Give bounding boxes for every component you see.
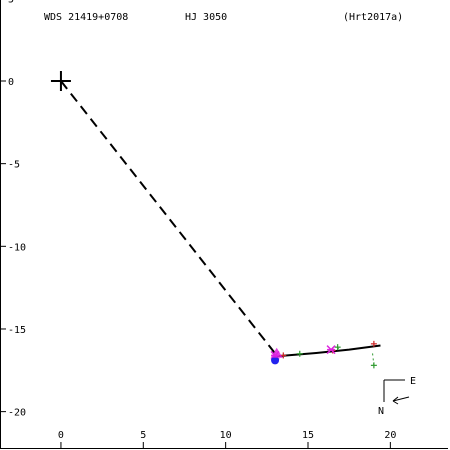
primary-star-marker [50,71,71,92]
compass-north-label: N [378,406,384,417]
discoverer-label: HJ 3050 [185,12,227,23]
blue-dot-marker [271,356,280,365]
node-line [60,80,278,357]
y-tick-label: -20 [8,408,26,419]
primary-star-layer [50,71,71,92]
observations-layer [270,340,377,369]
reference-label: (Hrt2017a) [343,12,403,23]
y-tick-label: -15 [8,325,26,336]
x-tick-label: 20 [384,430,396,441]
y-tick-label: 0 [8,77,14,88]
magenta-triangle-marker [270,347,283,358]
axis-ticks: 0 5 10 15 20 5 0 -5 -10 -15 -20 [0,0,396,448]
y-tick-label: -5 [8,160,20,171]
motion-arrow-icon [392,396,410,405]
x-tick-label: 15 [302,430,314,441]
x-tick-label: 10 [220,430,232,441]
y-tick-label: 5 [8,0,14,5]
green-plus-marker [370,362,377,369]
magenta-star-marker [326,345,336,355]
compass: E N [378,376,416,417]
red-plus-marker [370,340,377,347]
node-line-layer [60,80,278,357]
x-tick-label: 5 [140,430,146,441]
green-plus-marker [296,350,303,357]
y-tick-label: -10 [8,242,26,253]
wds-id-label: WDS 21419+0708 [44,12,128,23]
green-plus-marker [334,344,341,351]
x-tick-label: 0 [58,430,64,441]
compass-east-label: E [410,376,416,387]
